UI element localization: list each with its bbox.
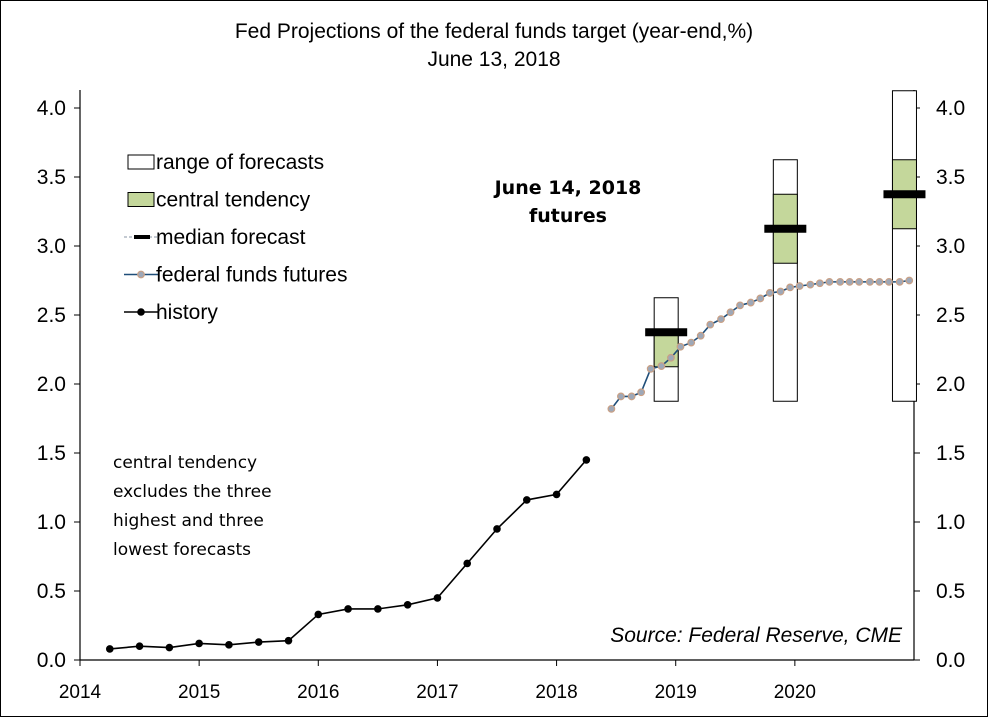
- history-point: [105, 645, 114, 653]
- history-point: [463, 559, 472, 568]
- futures-point: [866, 277, 874, 286]
- futures-point: [657, 362, 666, 370]
- legend-swatch-central: [127, 192, 155, 207]
- x-tick-label: 2018: [535, 682, 577, 703]
- y-tick-label-left: 4.0: [37, 97, 66, 120]
- history-point: [493, 525, 501, 533]
- futures-point: [746, 298, 755, 307]
- chart-title: Fed Projections of the federal funds tar…: [235, 20, 753, 43]
- futures-point: [875, 277, 884, 286]
- history-point: [552, 490, 561, 499]
- y-tick-label-right: 1.0: [936, 511, 965, 534]
- history-point: [433, 594, 442, 602]
- legend-swatch-futures: [137, 270, 145, 279]
- y-tick-label-left: 1.0: [37, 511, 66, 534]
- y-tick-label-left: 0.0: [37, 649, 66, 672]
- futures-point: [795, 282, 804, 290]
- futures-point: [836, 277, 845, 286]
- y-tick-label-right: 3.0: [936, 235, 965, 258]
- futures-point: [627, 392, 636, 401]
- chart-subtitle: June 13, 2018: [427, 48, 560, 71]
- y-tick-label-left: 1.5: [37, 442, 66, 465]
- futures-point: [706, 320, 715, 329]
- y-tick-label-right: 0.0: [936, 649, 965, 672]
- range-box-2020: [891, 90, 917, 402]
- futures-point: [756, 294, 765, 303]
- history-point: [254, 638, 263, 646]
- history-point: [403, 601, 412, 609]
- history-point: [135, 642, 144, 650]
- futures-point: [825, 277, 834, 286]
- futures-label-line2: futures: [529, 205, 607, 227]
- futures-point: [905, 276, 914, 285]
- note-line1: central tendency: [113, 453, 257, 473]
- futures-point: [696, 331, 705, 340]
- note-line4: lowest forecasts: [113, 540, 251, 560]
- futures-point: [806, 280, 815, 289]
- x-tick-label: 2017: [416, 682, 458, 703]
- legend: range of forecasts central tendency median…: [124, 151, 347, 324]
- history-point: [225, 641, 233, 649]
- y-tick-label-left: 3.0: [37, 235, 66, 258]
- futures-point: [726, 308, 735, 317]
- futures-point: [736, 301, 744, 310]
- futures-point: [667, 353, 675, 362]
- y-tick-label-left: 2.5: [37, 304, 66, 327]
- history-point: [284, 636, 293, 645]
- futures-point: [637, 388, 646, 397]
- y-tick-label-left: 3.5: [37, 166, 66, 189]
- x-tick-label: 2015: [178, 682, 220, 703]
- legend-label-median: median forecast: [156, 226, 306, 249]
- history-point: [522, 496, 531, 504]
- futures-point: [885, 277, 893, 286]
- futures-point: [617, 392, 625, 401]
- x-tick-label: 2019: [655, 682, 697, 703]
- history-point: [374, 605, 382, 613]
- futures-point: [607, 404, 616, 413]
- series-layer: [105, 276, 914, 653]
- y-tick-label-right: 1.5: [936, 442, 965, 465]
- y-tick-label-left: 2.0: [37, 373, 66, 396]
- y-tick-label-right: 2.0: [936, 373, 965, 396]
- source-label: Source: Federal Reserve, CME: [610, 624, 903, 647]
- legend-label-history: history: [156, 301, 218, 324]
- axes: 0.0 0.5 1.0 1.5 2.0 2.5 3.0 3.5 4.0 0.0 0.5 1.0 1.5 2…: [37, 90, 965, 703]
- futures-point: [815, 279, 824, 288]
- note-line2: excludes the three: [113, 482, 272, 502]
- futures-point: [676, 342, 685, 351]
- legend-swatch-range: [127, 154, 155, 170]
- x-tick-label: 2016: [297, 682, 339, 703]
- y-tick-label-right: 3.5: [936, 166, 965, 189]
- futures-label-line1: June 14, 2018: [493, 177, 642, 199]
- history-point: [582, 456, 591, 464]
- futures-point: [776, 287, 785, 296]
- futures-point: [855, 277, 864, 286]
- y-tick-label-right: 2.5: [936, 304, 965, 327]
- history-point: [314, 610, 323, 619]
- note-line3: highest and three: [113, 511, 264, 531]
- legend-label-range: range of forecasts: [156, 151, 324, 174]
- futures-point: [786, 283, 794, 292]
- history-point: [195, 639, 203, 648]
- x-tick-label: 2014: [59, 682, 102, 703]
- futures-point: [646, 364, 655, 373]
- y-tick-label-right: 0.5: [936, 580, 965, 603]
- legend-swatch-history: [137, 308, 145, 316]
- projections-layer: [645, 90, 926, 402]
- y-tick-label-right: 4.0: [936, 97, 965, 120]
- x-tick-label: 2020: [774, 682, 816, 703]
- futures-point: [687, 338, 696, 347]
- history-point: [165, 643, 174, 652]
- futures-point: [717, 315, 725, 324]
- legend-label-futures: federal funds futures: [156, 264, 347, 287]
- futures-point: [845, 277, 854, 286]
- futures-point: [765, 289, 774, 297]
- futures-point: [895, 277, 904, 286]
- history-point: [344, 605, 352, 613]
- y-tick-label-left: 0.5: [37, 580, 66, 603]
- legend-label-central: central tendency: [156, 189, 311, 212]
